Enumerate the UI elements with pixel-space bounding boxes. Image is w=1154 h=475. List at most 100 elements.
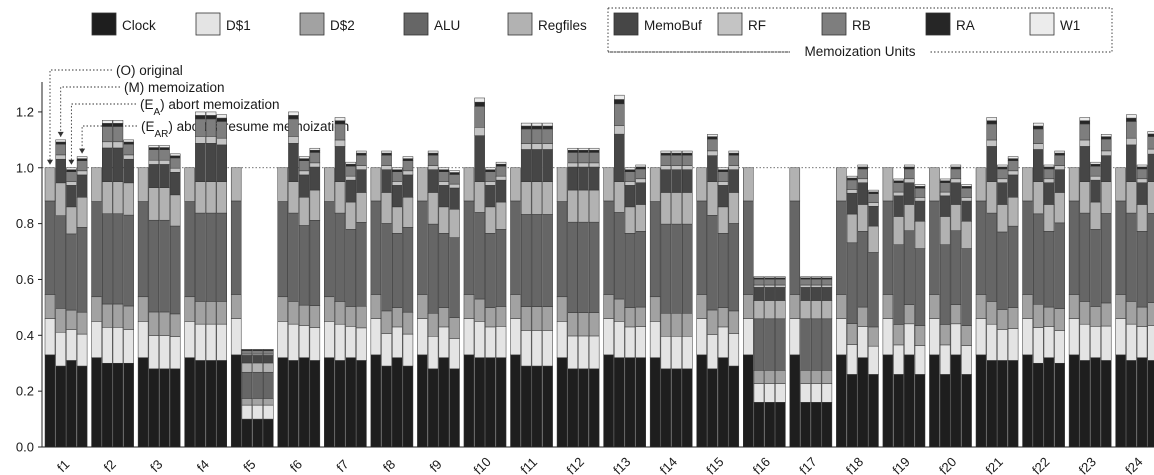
bar-segment-f1-M-memobuf xyxy=(55,158,66,184)
bar-segment-f2-M-w1 xyxy=(102,120,113,124)
bar-f9-O xyxy=(417,167,428,448)
bar-segment-f19-EAR-ra xyxy=(914,186,926,189)
bar-segment-f9-EAR-ra xyxy=(449,172,460,175)
bar-segment-f24-EA-clock xyxy=(1136,357,1148,448)
bar-segment-f21-EA-clock xyxy=(997,360,1008,448)
bar-segment-f7-EAR-regfiles xyxy=(356,192,367,223)
bar-segment-f19-M-d-2 xyxy=(893,324,904,346)
bar-segment-f11-M-d-1 xyxy=(520,330,532,367)
bar-segment-f21-EA-w1 xyxy=(997,164,1008,168)
bar-segment-f14-EA-d-1 xyxy=(671,336,682,370)
bar-segment-f11-O-d-2 xyxy=(510,294,521,319)
bar-f12-EA xyxy=(578,147,589,448)
bar-segment-f10-M-memobuf xyxy=(474,135,485,182)
bar-segment-f1-M-rb xyxy=(55,143,66,156)
bar-segment-f17-EAR-memobuf xyxy=(821,287,833,301)
bar-segment-f11-EAR-rf xyxy=(542,143,553,150)
bar-segment-f23-M-d-2 xyxy=(1079,301,1091,325)
bar-segment-f12-EA-alu xyxy=(578,221,589,313)
bar-segment-f20-M-w1 xyxy=(939,178,951,182)
bar-segment-f23-M-rf xyxy=(1079,139,1091,147)
bar-segment-f2-M-memobuf xyxy=(102,147,113,182)
bar-segment-f18-EA-ra xyxy=(857,166,868,170)
bar-segment-f11-EA-alu xyxy=(531,214,543,307)
bar-segment-f6-O-alu xyxy=(277,201,288,298)
bar-segment-f16-M-d-1 xyxy=(753,383,765,403)
bar-f24-O xyxy=(1115,167,1126,448)
bar-segment-f6-M-regfiles xyxy=(288,181,299,214)
bar-segment-f15-EA-d-1 xyxy=(717,326,729,358)
bar-segment-f22-EAR-rf xyxy=(1054,165,1065,170)
bar-segment-f13-M-ra xyxy=(614,99,625,105)
bar-segment-f2-M-d-2 xyxy=(102,303,113,328)
legend-swatch-alu xyxy=(403,12,429,36)
bar-segment-f10-EA-ra xyxy=(485,169,496,172)
bar-segment-f8-M-ra xyxy=(381,152,392,156)
bar-segment-f12-EA-w1 xyxy=(578,147,589,151)
x-tick-label-f10: f10 xyxy=(470,454,493,475)
bar-segment-f4-EA-regfiles xyxy=(205,181,217,214)
bar-segment-f20-M-memobuf xyxy=(939,195,951,217)
y-tick-label-1-0: 1.0 xyxy=(16,160,34,175)
bar-segment-f3-EA-w1 xyxy=(159,145,170,148)
bar-segment-f15-M-d-1 xyxy=(707,334,718,370)
bar-segment-f7-EA-rb xyxy=(345,165,356,177)
bar-segment-f1-EAR-clock xyxy=(76,365,88,448)
bar-f10-M xyxy=(474,97,485,448)
bar-group-f9 xyxy=(417,150,460,448)
bar-segment-f8-EA-alu xyxy=(392,233,403,308)
bar-segment-f4-EA-rf xyxy=(205,136,217,144)
bar-segment-f6-EA-clock xyxy=(298,357,310,448)
legend-swatch-regfiles xyxy=(507,12,533,36)
bar-segment-f9-EAR-rb xyxy=(449,174,460,185)
bar-segment-f20-EAR-clock xyxy=(961,374,972,448)
bar-segment-f23-EAR-w1 xyxy=(1100,134,1112,137)
bar-segment-f19-M-rb xyxy=(893,182,904,193)
bar-segment-f1-O-regfiles xyxy=(44,167,56,202)
annotation-arrow-o xyxy=(47,159,53,165)
bar-segment-f9-EA-ra xyxy=(438,169,450,172)
bar-segment-f6-M-d-2 xyxy=(288,301,299,325)
bar-segment-f23-O-d-2 xyxy=(1068,294,1080,319)
bar-segment-f23-M-ra xyxy=(1079,120,1091,125)
bar-segment-f17-EAR-clock xyxy=(821,402,833,448)
bar-f21-EA xyxy=(997,164,1008,448)
bar-segment-f3-EA-d-2 xyxy=(159,311,170,336)
bar-segment-f18-EA-rb xyxy=(857,168,868,180)
bar-segment-f16-EA-regfiles xyxy=(764,300,775,320)
bar-segment-f22-EAR-memobuf xyxy=(1054,169,1065,193)
bar-segment-f10-EA-regfiles xyxy=(485,206,496,234)
x-tick-label-f1: f1 xyxy=(54,457,72,475)
bar-segment-f3-EA-rb xyxy=(159,149,170,161)
bar-segment-f16-EA-memobuf xyxy=(764,287,775,301)
bar-segment-f4-EA-d-2 xyxy=(205,301,217,325)
bar-segment-f12-EAR-w1 xyxy=(588,147,600,151)
legend-label-ra: RA xyxy=(956,18,975,33)
bar-segment-f12-EAR-d-2 xyxy=(588,312,600,337)
bar-segment-f24-EAR-rf xyxy=(1147,148,1154,155)
bar-segment-f8-EAR-memobuf xyxy=(402,174,414,198)
bar-segment-f20-EAR-rf xyxy=(961,197,972,202)
bar-f12-O xyxy=(556,167,568,448)
bar-f22-EAR xyxy=(1054,150,1065,448)
bar-segment-f17-EA-rf xyxy=(810,284,822,288)
bar-segment-f9-M-regfiles xyxy=(427,192,439,225)
bar-segment-f24-M-ra xyxy=(1126,117,1137,122)
bar-segment-f15-O-d-2 xyxy=(696,294,707,319)
bar-segment-f22-EAR-d-1 xyxy=(1054,330,1065,364)
bar-segment-f19-EA-rb xyxy=(904,168,915,180)
bar-segment-f18-M-d-1 xyxy=(846,344,858,375)
bar-segment-f23-EA-rf xyxy=(1090,175,1101,181)
bar-f2-EAR xyxy=(123,139,134,448)
bar-segment-f1-M-d-1 xyxy=(55,331,66,367)
bar-segment-f16-O-alu xyxy=(743,200,754,295)
bar-segment-f8-M-regfiles xyxy=(381,192,392,224)
annotation-arrow-ear xyxy=(79,148,86,154)
bar-segment-f16-O-d-1 xyxy=(743,318,754,356)
legend-label-rb: RB xyxy=(852,18,871,33)
bar-segment-f5-O-alu xyxy=(230,200,242,295)
bar-segment-f15-EAR-memobuf xyxy=(728,169,740,193)
bar-f20-EA xyxy=(950,164,962,448)
bar-segment-f24-EAR-w1 xyxy=(1147,131,1154,135)
bar-segment-f10-O-regfiles xyxy=(463,167,475,202)
